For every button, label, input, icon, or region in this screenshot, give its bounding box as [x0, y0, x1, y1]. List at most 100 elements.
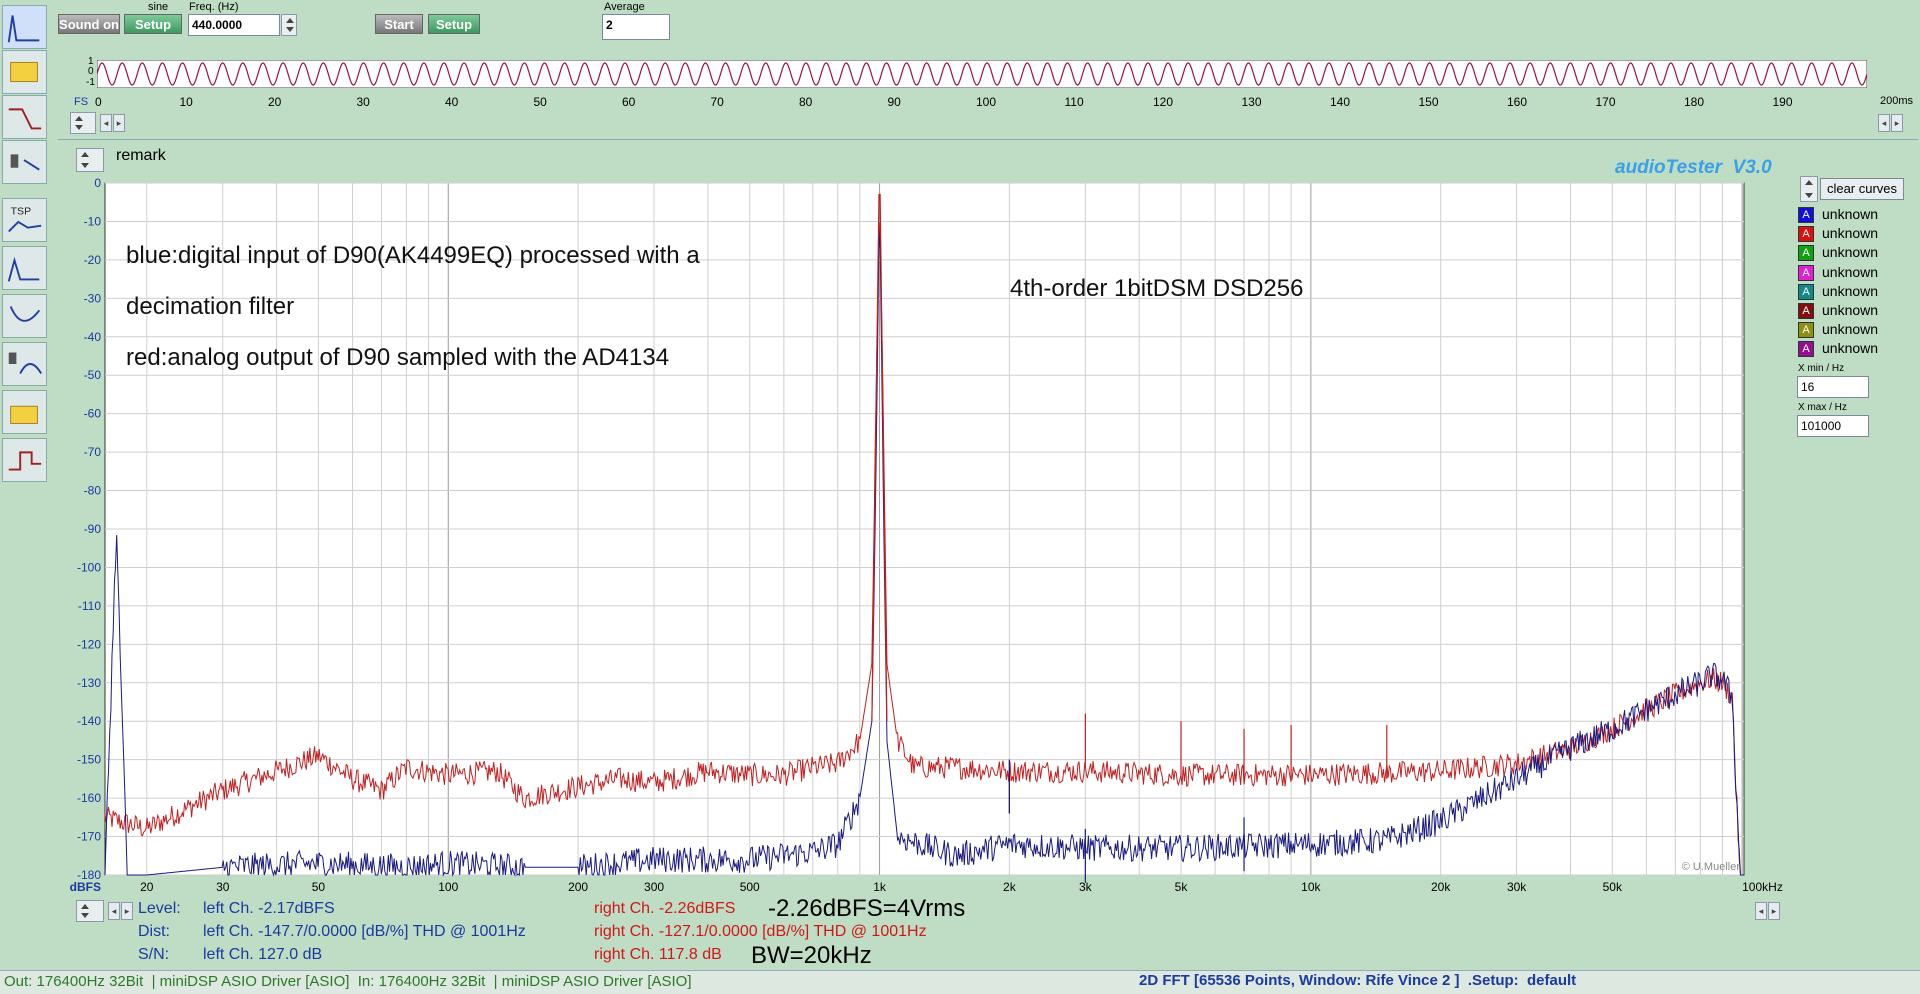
sound-on-button[interactable]: Sound on — [58, 14, 120, 34]
remark-spinner[interactable] — [76, 148, 104, 172]
measure-setup-button[interactable]: Setup — [428, 14, 480, 34]
y-tick-label: -20 — [84, 253, 102, 267]
scope-tick-label: 80 — [799, 95, 813, 109]
generator-setup-button[interactable]: Setup — [124, 14, 182, 34]
scope-tick-label: 40 — [445, 95, 459, 109]
legend-label: unknown — [1822, 302, 1879, 318]
start-button[interactable]: Start — [375, 14, 423, 34]
freq-spinner[interactable] — [281, 14, 297, 36]
y-tick-label: -160 — [77, 791, 101, 805]
x-tick-label: 3k — [1079, 880, 1093, 894]
legend-color-swatch[interactable]: A — [1798, 264, 1814, 281]
legend-label: unknown — [1822, 282, 1879, 299]
step-response-icon[interactable] — [2, 438, 47, 482]
legend-color-swatch[interactable]: A — [1798, 283, 1814, 300]
fft-view-icon[interactable] — [2, 5, 47, 49]
y-tick-label: -80 — [84, 484, 102, 498]
scope-tick-label: 10 — [179, 95, 193, 109]
legend-color-swatch[interactable]: A — [1798, 245, 1814, 262]
y-tick-label: -40 — [84, 330, 102, 344]
scope-scroll-left[interactable]: ◂ — [100, 114, 112, 132]
x-scroll-left[interactable]: ◂ — [108, 902, 120, 920]
y-tick-label: -180 — [77, 868, 101, 882]
waveform-label: sine — [148, 1, 169, 13]
series-line — [104, 231, 1744, 877]
scope-scroll-end-right[interactable]: ▸ — [1891, 114, 1903, 132]
annotation-text: red:analog output of D90 sampled with th… — [126, 344, 669, 371]
y-tick-label: -170 — [77, 830, 101, 844]
annotation-text: blue:digital input of D90(AK4499EQ) proc… — [126, 242, 700, 269]
right-dist: right Ch. -127.1/0.0000 [dB/%] THD @ 100… — [594, 923, 927, 940]
copyright-label: © U.Mueller — [1682, 861, 1741, 873]
scope-tick-label: 60 — [622, 95, 636, 109]
legend-color-swatch[interactable]: A — [1798, 207, 1814, 223]
annotation-text: decimation filter — [126, 293, 294, 320]
y-tick-label: 0 — [94, 176, 101, 190]
tsp-icon[interactable]: TSP — [2, 198, 47, 242]
dist-label: Dist: — [138, 923, 170, 940]
folder-open-icon[interactable] — [2, 390, 47, 434]
scope-tick-label: 90 — [887, 95, 901, 109]
x-tick-label: 500 — [740, 880, 760, 894]
y-tick-label: -10 — [84, 214, 102, 228]
readout-spinner[interactable] — [76, 900, 104, 922]
scope-scroll-right[interactable]: ▸ — [113, 114, 125, 132]
average-label: Average — [604, 1, 645, 13]
x-scroll-right[interactable]: ▸ — [121, 902, 133, 920]
legend-color-swatch[interactable]: A — [1798, 226, 1814, 243]
scope-tick-label: 50 — [533, 95, 547, 109]
folder-icon[interactable] — [2, 50, 47, 94]
clear-curves-button[interactable]: clear curves — [1820, 178, 1904, 200]
scope-tick-label: 120 — [1153, 95, 1174, 109]
average-input[interactable]: 2 — [602, 14, 670, 40]
x-scroll-end-right[interactable]: ▸ — [1768, 902, 1780, 920]
filter-icon[interactable] — [2, 95, 47, 139]
speaker-icon[interactable] — [2, 140, 47, 184]
scope-tick-label: 170 — [1595, 95, 1616, 109]
spectrum-icon[interactable] — [2, 246, 47, 290]
x-scroll-end-left[interactable]: ◂ — [1755, 902, 1767, 920]
y-tick-label: -140 — [77, 714, 101, 728]
fundamental-peak — [871, 193, 888, 722]
curve-icon[interactable] — [2, 294, 47, 338]
legend-color-swatch[interactable]: A — [1798, 303, 1814, 319]
speaker-response-icon[interactable] — [2, 342, 47, 386]
y-tick-label: -120 — [77, 637, 101, 651]
scope-tick-label: 70 — [710, 95, 724, 109]
x-tick-label: 5k — [1175, 880, 1189, 894]
y-tick-label: -60 — [84, 407, 102, 421]
scope-y-bottom: -1 — [86, 77, 95, 88]
svg-text:TSP: TSP — [11, 205, 31, 217]
legend-color-swatch[interactable]: A — [1798, 341, 1814, 358]
legend-spinner[interactable] — [1800, 176, 1818, 202]
x-tick-label: 200 — [568, 880, 588, 894]
legend-label: unknown — [1822, 263, 1879, 280]
y-tick-label: -100 — [77, 560, 101, 574]
xmin-input[interactable]: 16 — [1797, 376, 1869, 398]
scope-tick-label: 130 — [1241, 95, 1262, 109]
scope-tick-label: 160 — [1507, 95, 1528, 109]
xmax-input[interactable]: 101000 — [1797, 415, 1869, 437]
legend-color-swatch[interactable]: A — [1798, 322, 1814, 339]
sn-label: S/N: — [138, 946, 170, 963]
freq-input[interactable]: 440.0000 — [188, 14, 280, 36]
scope-waveform — [97, 60, 1867, 88]
scope-scroll-end-left[interactable]: ◂ — [1878, 114, 1890, 132]
x-tick-label: 20 — [140, 880, 154, 894]
x-tick-label: 30 — [216, 880, 230, 894]
scope-zoom-spinner[interactable] — [70, 112, 96, 134]
x-tick-label: 10k — [1301, 880, 1321, 894]
scope-tick-label: 110 — [1064, 95, 1084, 109]
left-sn: left Ch. 127.0 dB — [203, 946, 323, 963]
scope-tick-label: 100 — [976, 95, 997, 109]
legend-label: unknown — [1822, 206, 1879, 222]
divider — [58, 139, 1918, 140]
